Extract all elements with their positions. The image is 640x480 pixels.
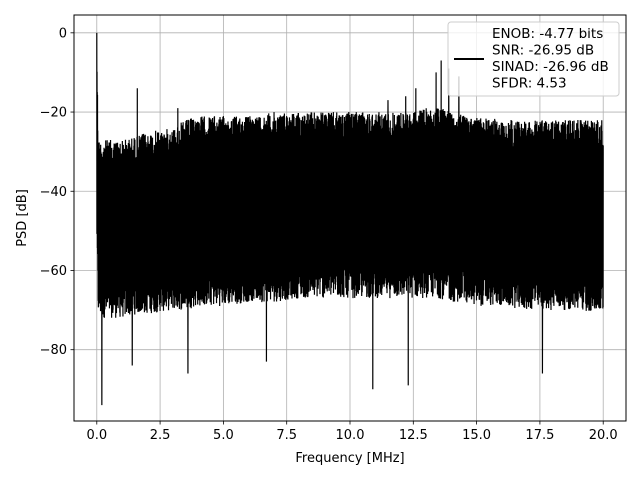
x-tick-label: 2.5: [150, 428, 171, 443]
y-tick-label: −60: [40, 264, 67, 279]
x-tick-label: 10.0: [336, 428, 365, 443]
y-tick-label: −20: [40, 106, 67, 121]
y-tick-label: −40: [40, 185, 67, 200]
ticks: 0.0 2.5 5.0 7.5 10.0 12.5 15.0 17.5 20.0 0 −20 −40 −…: [40, 26, 618, 443]
x-axis-label: Frequency [MHz]: [295, 451, 404, 466]
y-tick-label: −80: [40, 343, 67, 358]
legend-label: ENOB: -4.77 bits SNR: -26.95 dB SINAD: -26…: [492, 26, 609, 92]
y-tick-label: 0: [59, 26, 67, 41]
y-axis-label: PSD [dB]: [15, 189, 30, 247]
x-tick-label: 15.0: [462, 428, 491, 443]
psd-series-line: [96, 32, 604, 406]
x-tick-label: 5.0: [213, 428, 234, 443]
x-tick-label: 17.5: [525, 428, 554, 443]
x-tick-label: 0.0: [86, 428, 107, 443]
x-tick-label: 12.5: [399, 428, 428, 443]
x-tick-label: 20.0: [589, 428, 618, 443]
plot-area: [96, 32, 604, 406]
legend-box: [447, 21, 620, 97]
psd-series: [96, 32, 604, 406]
x-tick-label: 7.5: [276, 428, 297, 443]
legend: ENOB: -4.77 bits SNR: -26.95 dB SINAD: -26…: [447, 21, 620, 97]
